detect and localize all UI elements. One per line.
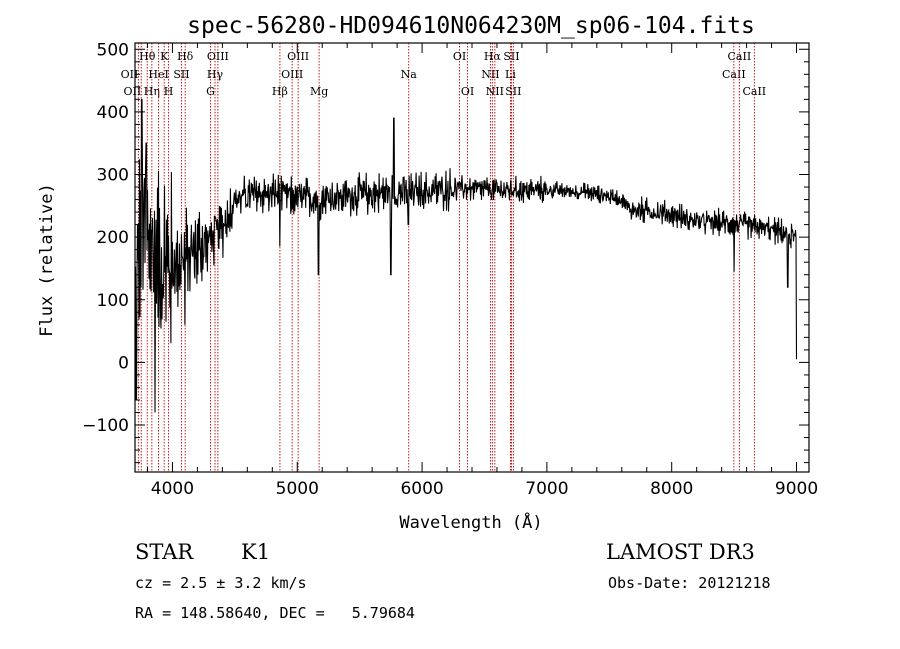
object-subclass: K1 [241,540,271,564]
line-label: K [160,50,169,63]
line-label: NII [481,68,499,81]
x-tick-label: 5000 [276,479,319,499]
y-tick-label: 0 [118,353,129,373]
line-label: Na [401,68,418,81]
line-label: OIII [287,50,309,63]
line-label: Hγ [207,68,224,81]
line-label: OI [461,85,474,98]
y-tick-label: 500 [97,40,129,60]
y-tick-label: 200 [97,228,129,248]
coordinates: RA = 148.58640, DEC = 5.79684 [135,604,415,622]
y-tick-label: 400 [97,103,129,123]
redshift-cz: cz = 2.5 ± 3.2 km/s [135,574,307,592]
line-label: Mg [310,85,328,98]
line-label: OIII [207,50,229,63]
x-axis-label: Wavelength (Å) [399,511,542,533]
x-tick-label: 9000 [775,479,818,499]
y-tick-label: 100 [97,291,129,311]
line-label: OII [124,85,142,98]
line-label: CaII [742,85,766,98]
line-label: Hβ [272,85,288,98]
x-tick-label: 4000 [151,479,194,499]
x-tick-label: 6000 [400,479,443,499]
line-label: H [164,85,174,98]
spectrum-line [134,98,798,413]
line-label: Li [505,68,516,81]
plot-frame [134,42,810,473]
line-label: CaII [728,50,752,63]
spectral-line-markers: OIIOIIHθHηHeIKHSIIHδGHγOIIIHβOIIIOIIIMgN… [121,43,766,472]
line-label: OI [453,50,466,63]
line-label: OII [121,68,139,81]
line-label: G [206,85,215,98]
axes: 4000 5000 6000 7000 8000 9000 −100 0 100 200 300 40… [82,40,818,499]
line-label: HeI [148,68,168,81]
y-tick-label: −100 [82,416,129,436]
y-tick-label: 300 [97,166,129,186]
line-label: Hδ [177,50,194,63]
line-label: SII [173,68,189,81]
survey-name: LAMOST DR3 [606,540,755,564]
chart-title: spec-56280-HD094610N064230M_sp06-104.fit… [187,13,755,39]
line-label: SII [505,85,521,98]
y-axis-label: Flux (relative) [37,183,57,337]
x-tick-label: 7000 [525,479,568,499]
line-label: OIII [281,68,303,81]
object-class: STAR [135,540,194,564]
line-label: CaII [722,68,746,81]
line-label: Hη [144,85,160,98]
line-label: SII [503,50,519,63]
line-label: Hα [484,50,502,63]
line-label: Hθ [139,50,156,63]
observation-date: Obs-Date: 20121218 [608,574,771,592]
line-label: NII [486,85,504,98]
x-tick-label: 8000 [650,479,693,499]
spectrum-series [134,98,798,413]
